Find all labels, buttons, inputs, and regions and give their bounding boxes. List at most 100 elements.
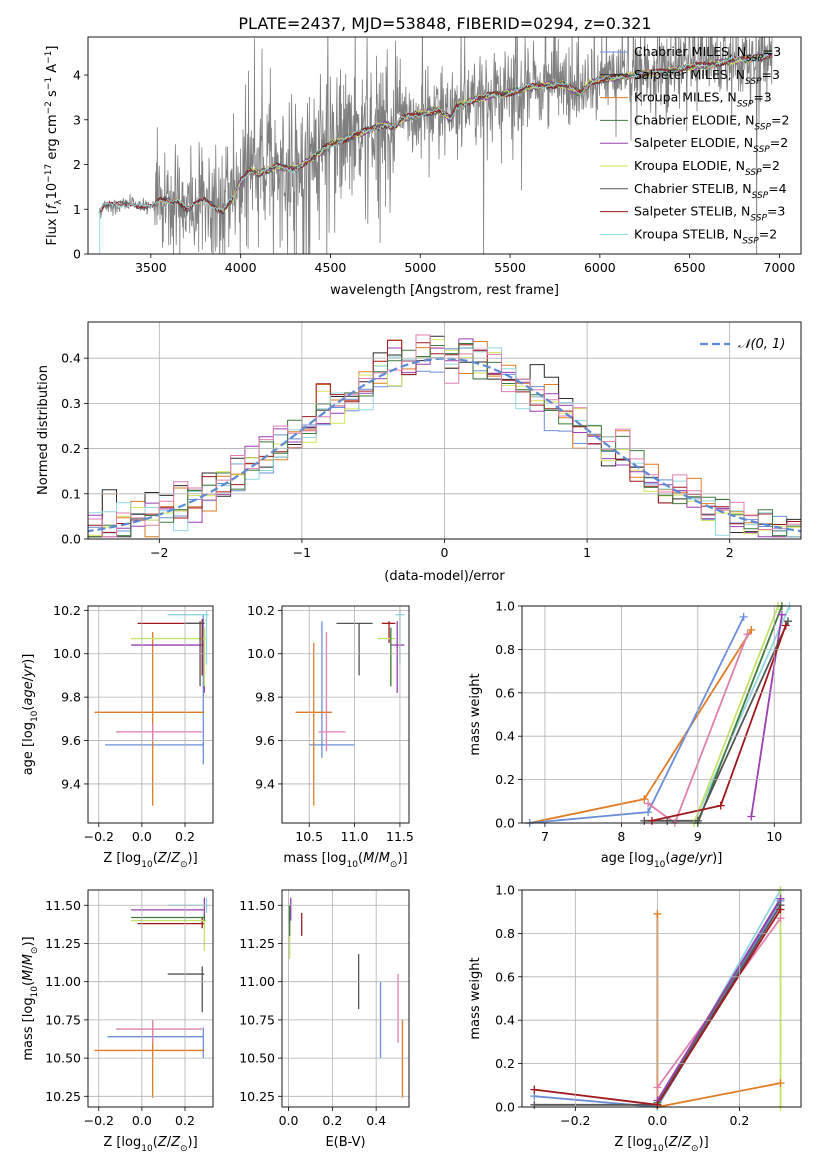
y-tick-label: 9.6 (255, 733, 275, 748)
x-axis-label: Z [log10(Z/Z⊙)] (614, 1135, 708, 1154)
x-tick-label: 7 (541, 829, 549, 844)
y-tick-label: 9.8 (61, 690, 81, 705)
plot-area (287, 897, 404, 1098)
y-tick-label: 0.8 (495, 926, 515, 941)
y-tick-label: 11.25 (45, 936, 81, 951)
axes-frame (87, 321, 802, 540)
y-tick-label: 0.4 (495, 729, 515, 744)
mass-weight-marker (781, 621, 790, 630)
legend-label: 𝒩(0, 1) (738, 337, 785, 352)
plot-area (529, 606, 791, 823)
x-tick-label: 7000 (764, 260, 796, 275)
y-axis-label: Normed distribution (36, 365, 51, 495)
y-tick-label: 0.2 (495, 772, 515, 787)
mass-weight-line (693, 606, 791, 823)
y-tick-label: 1.0 (495, 599, 515, 614)
mass-weight-line (693, 606, 779, 823)
x-tick-label: 0.4 (366, 1113, 386, 1128)
mass-weight-marker (693, 816, 702, 825)
y-tick-label: 11.00 (45, 974, 81, 989)
y-tick-label: 0.1 (61, 486, 81, 501)
plot-area (94, 610, 209, 806)
mass-weight-marker (653, 909, 662, 918)
plot-area (98, 37, 773, 254)
x-tick-label: 4500 (315, 260, 347, 275)
x-tick-label: −0.2 (560, 1113, 590, 1128)
x-axis-label: wavelength [Angstrom, rest frame] (330, 283, 559, 298)
x-tick-label: 6500 (674, 260, 706, 275)
x-tick-label: 11.5 (386, 829, 414, 844)
mass-weight-line (656, 898, 782, 1101)
mass-weight-marker (747, 625, 756, 634)
y-tick-label: 2 (73, 157, 81, 172)
y-tick-label: 0.0 (495, 1100, 515, 1115)
y-tick-label: 0 (73, 247, 81, 262)
y-tick-label: 10.50 (239, 1051, 275, 1066)
panel-residuals: −2 −1 0 1 2 0.0 0.1 0.2 0.3 0.4 𝒩(0, 1) (data-model… (36, 321, 802, 584)
x-tick-label: −0.2 (84, 829, 114, 844)
x-tick-label: 11.0 (341, 829, 369, 844)
mass-weight-marker (640, 795, 649, 804)
y-tick-label: 0.2 (61, 441, 81, 456)
x-tick-label: 0.2 (175, 829, 195, 844)
mass-weight-marker (644, 808, 653, 817)
gaussian-curve (88, 357, 801, 533)
spectrum-model-line (99, 51, 773, 254)
panel-mass_vs_Z: −0.2 0.0 0.2 10.25 10.50 10.75 11.00 11.25 11.50… (21, 889, 214, 1154)
y-tick-label: 10.75 (239, 1012, 275, 1027)
mass-weight-marker (784, 617, 793, 626)
figure-title: PLATE=2437, MJD=53848, FIBERID=0294, z=0… (238, 14, 651, 33)
y-tick-label: 11.50 (45, 898, 81, 913)
x-axis-label: E(B-V) (325, 1135, 365, 1150)
x-tick-label: 0.0 (132, 1113, 152, 1128)
mass-weight-marker (653, 1100, 662, 1109)
y-tick-label: 1 (73, 202, 81, 217)
legend-label: Kroupa MILES, NSSP=3 (634, 90, 772, 110)
axes-frame (87, 605, 214, 824)
y-tick-label: 10.0 (53, 646, 81, 661)
legend-label: Salpeter MILES, NSSP=3 (634, 67, 780, 87)
x-axis-label: Z [log10(Z/Z⊙)] (103, 1135, 197, 1154)
legend-label: Kroupa ELODIE, NSSP=2 (634, 158, 780, 178)
panel-spectrum: 3500 4000 4500 5000 5500 6000 6500 7000 0 1 2 3 4 Cha… (44, 36, 802, 298)
y-tick-label: 9.4 (255, 776, 275, 791)
spectrum-data-line (98, 37, 773, 254)
mass-weight-marker (663, 816, 672, 825)
mass-weight-marker (739, 612, 748, 621)
x-tick-label: 0.2 (322, 1113, 342, 1128)
y-tick-label: 0.0 (495, 816, 515, 831)
y-tick-label: 0.4 (61, 351, 81, 366)
y-tick-label: 11.50 (239, 898, 275, 913)
x-tick-label: −0.2 (84, 1113, 114, 1128)
x-tick-label: 2 (726, 545, 734, 560)
y-axis-label: mass weight (468, 673, 483, 755)
legend-label: Kroupa STELIB, NSSP=2 (634, 226, 777, 246)
y-tick-label: 9.4 (61, 776, 81, 791)
y-axis-label: mass [log10(M/M⊙)] (21, 936, 40, 1060)
legend-label: Salpeter STELIB, NSSP=3 (634, 204, 785, 224)
y-tick-label: 10.25 (45, 1089, 81, 1104)
y-tick-label: 0.4 (495, 1013, 515, 1028)
x-tick-label: 10 (766, 829, 782, 844)
y-axis-label: Flux [fλ10−17 erg cm−2 s−1 A−1] (44, 46, 64, 246)
mass-weight-marker (747, 812, 756, 821)
y-tick-label: 0.0 (61, 532, 81, 547)
axes-frame (281, 889, 410, 1108)
spectrum-model-line (99, 55, 773, 215)
x-tick-label: 5500 (494, 260, 526, 275)
panel-massweight_vs_Z: −0.2 0.0 0.2 0.0 0.2 0.4 0.6 0.8 1.0 Z [log10(Z/Z… (468, 883, 802, 1154)
y-tick-label: 11.25 (239, 936, 275, 951)
y-tick-label: 10.50 (45, 1051, 81, 1066)
mass-weight-line (696, 606, 783, 823)
spectrum-legend: Chabrier MILES, NSSP=3 Salpeter MILES, NS… (600, 44, 789, 246)
x-tick-label: 5000 (404, 260, 436, 275)
y-tick-label: 9.6 (61, 733, 81, 748)
axes-frame (521, 889, 802, 1108)
axes-frame (87, 889, 214, 1108)
y-tick-label: 0.6 (495, 969, 515, 984)
x-tick-label: 6000 (584, 260, 616, 275)
mass-weight-marker (647, 816, 656, 825)
mass-weight-line (647, 633, 749, 823)
mass-weight-marker (777, 610, 786, 619)
y-tick-label: 3 (73, 112, 81, 127)
